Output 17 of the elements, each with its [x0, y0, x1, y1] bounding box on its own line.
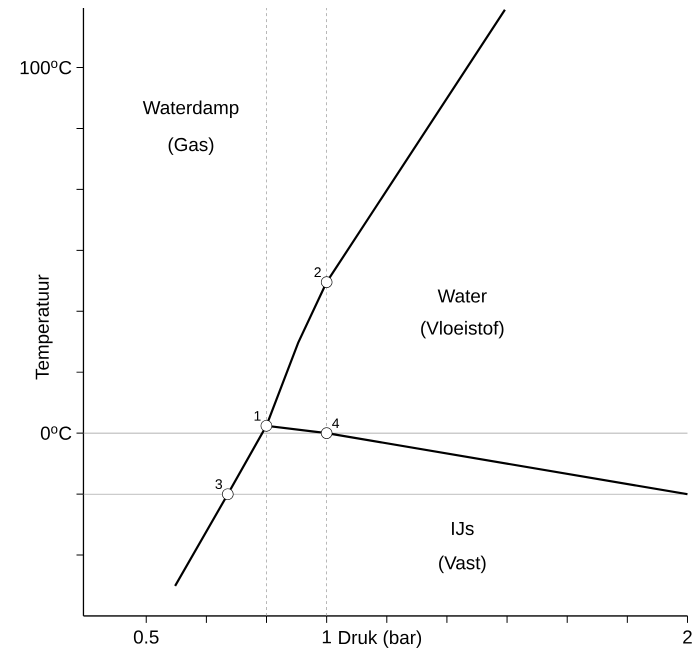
annotation: Waterdamp [142, 100, 238, 118]
annotation: Water [438, 290, 487, 303]
annotation: 2 [314, 267, 321, 278]
annotation: IJs [452, 522, 474, 536]
annotation: (Gas) [168, 138, 214, 156]
annotation: (Vloeistof) [421, 321, 504, 339]
x-axis-title: Druk (bar) [339, 630, 422, 648]
annotation: 3 [215, 479, 222, 490]
x-tick-label: 1 [322, 630, 331, 644]
annotation: (Vast) [439, 556, 486, 574]
y-axis-title: Temperatuur [36, 274, 53, 380]
annotation: 4 [332, 418, 340, 428]
y-tick-label: 0$^{o}$C [40, 426, 72, 440]
annotation: 1 [254, 411, 261, 421]
x-tick-label: 2 [683, 630, 692, 644]
y-tick-label: 100$^{o}$C [20, 60, 72, 74]
x-tick-label: 0.5 [134, 630, 159, 644]
